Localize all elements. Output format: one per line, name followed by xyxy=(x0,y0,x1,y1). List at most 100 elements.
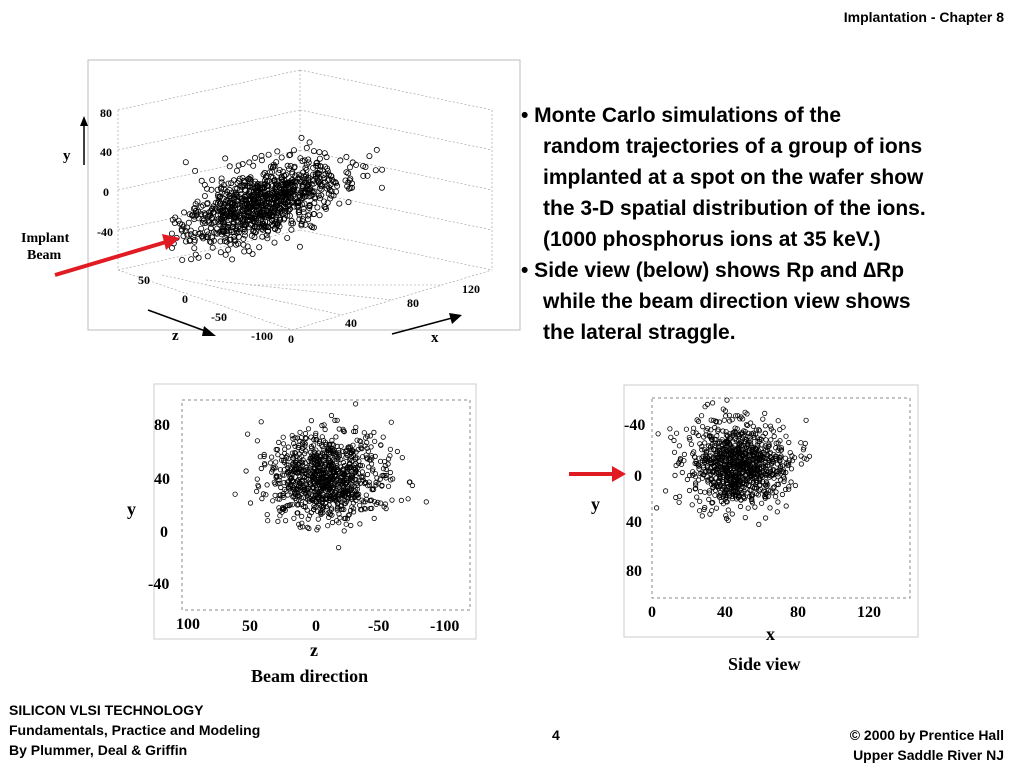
beam-data-point xyxy=(316,441,322,447)
side-data-point xyxy=(743,481,749,487)
chart-3d-y-tick-neg40: -40 xyxy=(97,225,113,239)
side-data-point xyxy=(695,477,702,483)
side-data-point xyxy=(714,483,721,489)
beam-data-point xyxy=(343,448,349,455)
chart-3d-data-point xyxy=(274,221,281,228)
side-data-point xyxy=(739,470,745,476)
chart-3d-data-point xyxy=(168,230,175,237)
beam-data-point xyxy=(387,446,393,452)
chart-3d-z-tick-neg50: -50 xyxy=(211,310,227,324)
beam-data-point xyxy=(374,475,380,481)
chart-3d-data-point xyxy=(208,186,215,193)
side-data-point xyxy=(708,417,714,423)
side-data-point xyxy=(693,430,699,436)
beam-data-point xyxy=(307,481,313,487)
beam-data-point xyxy=(295,444,301,450)
beam-data-point xyxy=(302,441,308,447)
chart-3d-gridline xyxy=(299,69,493,111)
side-data-point xyxy=(729,483,735,489)
beam-data-point xyxy=(320,496,326,502)
side-data-point xyxy=(786,439,792,446)
beam-data-point xyxy=(372,438,378,444)
chart-3d-data-point xyxy=(301,193,308,200)
side-data-point xyxy=(758,500,765,506)
chart-3d-data-point xyxy=(310,164,317,171)
side-data-point xyxy=(757,454,764,461)
beam-data-point xyxy=(267,460,274,466)
side-data-point xyxy=(715,428,721,434)
side-data-point xyxy=(723,465,729,471)
beam-x-tick-neg50: -50 xyxy=(368,618,389,635)
side-data-point xyxy=(723,515,730,522)
side-data-point xyxy=(730,429,736,436)
chart-3d-data-point xyxy=(234,179,241,186)
side-data-point xyxy=(720,428,726,434)
chart-3d-data-point xyxy=(212,199,219,206)
side-data-point xyxy=(706,488,713,494)
side-data-point xyxy=(721,417,727,423)
side-data-point xyxy=(717,492,723,498)
chart-3d-data-point xyxy=(299,157,306,164)
side-data-point xyxy=(775,474,781,480)
chart-3d-data-point xyxy=(314,204,321,211)
side-data-point xyxy=(742,409,748,415)
chart-3d-data-point xyxy=(298,134,305,141)
side-data-point xyxy=(763,437,769,443)
chart-3d-data-point xyxy=(251,223,258,230)
beam-data-point xyxy=(387,453,393,459)
chart-3d-z-axis-arrow xyxy=(147,309,209,333)
chart-3d-data-point xyxy=(198,203,205,210)
chart-3d-gridline xyxy=(117,269,293,331)
chart-3d-data-point xyxy=(343,153,350,160)
beam-data-point xyxy=(302,504,309,510)
side-data-point xyxy=(777,455,783,461)
side-data-point xyxy=(762,515,769,521)
chart-3d-data-point xyxy=(249,215,256,222)
side-data-point xyxy=(798,453,804,459)
side-data-point xyxy=(686,472,693,479)
side-data-point xyxy=(781,476,788,482)
footer-authors: By Plummer, Deal & Griffin xyxy=(9,742,188,758)
beam-data-point xyxy=(302,450,308,457)
chart-3d-data-point xyxy=(234,192,241,199)
side-data-point xyxy=(744,490,750,496)
side-data-point xyxy=(780,474,787,480)
beam-y-tick-0: 0 xyxy=(160,524,168,541)
chart-3d-data-point xyxy=(232,202,239,209)
side-data-point xyxy=(731,488,737,494)
beam-data-point xyxy=(292,450,299,456)
side-data-point xyxy=(782,486,789,493)
chart-3d-data-point xyxy=(284,212,291,219)
chart-3d-data-point xyxy=(191,245,198,252)
side-data-point xyxy=(708,427,714,433)
beam-data-point xyxy=(284,462,290,468)
implant-beam-label-1: Implant xyxy=(21,231,70,246)
side-data-point xyxy=(786,457,793,463)
chart-3d-data-point xyxy=(192,208,199,215)
side-data-point xyxy=(753,427,760,433)
chart-3d-data-point xyxy=(314,176,321,183)
beam-data-point xyxy=(334,476,340,483)
chart-3d-data-point xyxy=(278,154,285,161)
side-data-point xyxy=(760,469,766,476)
chart-3d-gridline xyxy=(161,274,343,316)
chart-3d-data-point xyxy=(259,233,266,240)
chart-3d-data-point xyxy=(259,199,266,206)
footer-publisher-location: Upper Saddle River NJ xyxy=(853,747,1004,763)
side-data-point xyxy=(713,475,719,481)
chart-3d-data-point xyxy=(257,188,264,195)
chart-3d-data-point xyxy=(344,183,351,190)
bullet-2-line-2: while the beam direction view shows xyxy=(543,290,911,313)
side-data-point xyxy=(686,487,693,494)
beam-x-label: z xyxy=(310,640,318,660)
chart-3d-data-point xyxy=(249,194,256,201)
side-data-point xyxy=(693,458,699,465)
side-data-point xyxy=(667,426,673,432)
chart-3d-gridline xyxy=(299,149,493,191)
side-data-point xyxy=(748,466,754,472)
beam-data-point xyxy=(299,467,305,474)
side-y-tick-0: 0 xyxy=(634,468,642,485)
chart-3d-data-point xyxy=(251,154,258,161)
beam-y-tick-neg40: -40 xyxy=(148,576,169,593)
